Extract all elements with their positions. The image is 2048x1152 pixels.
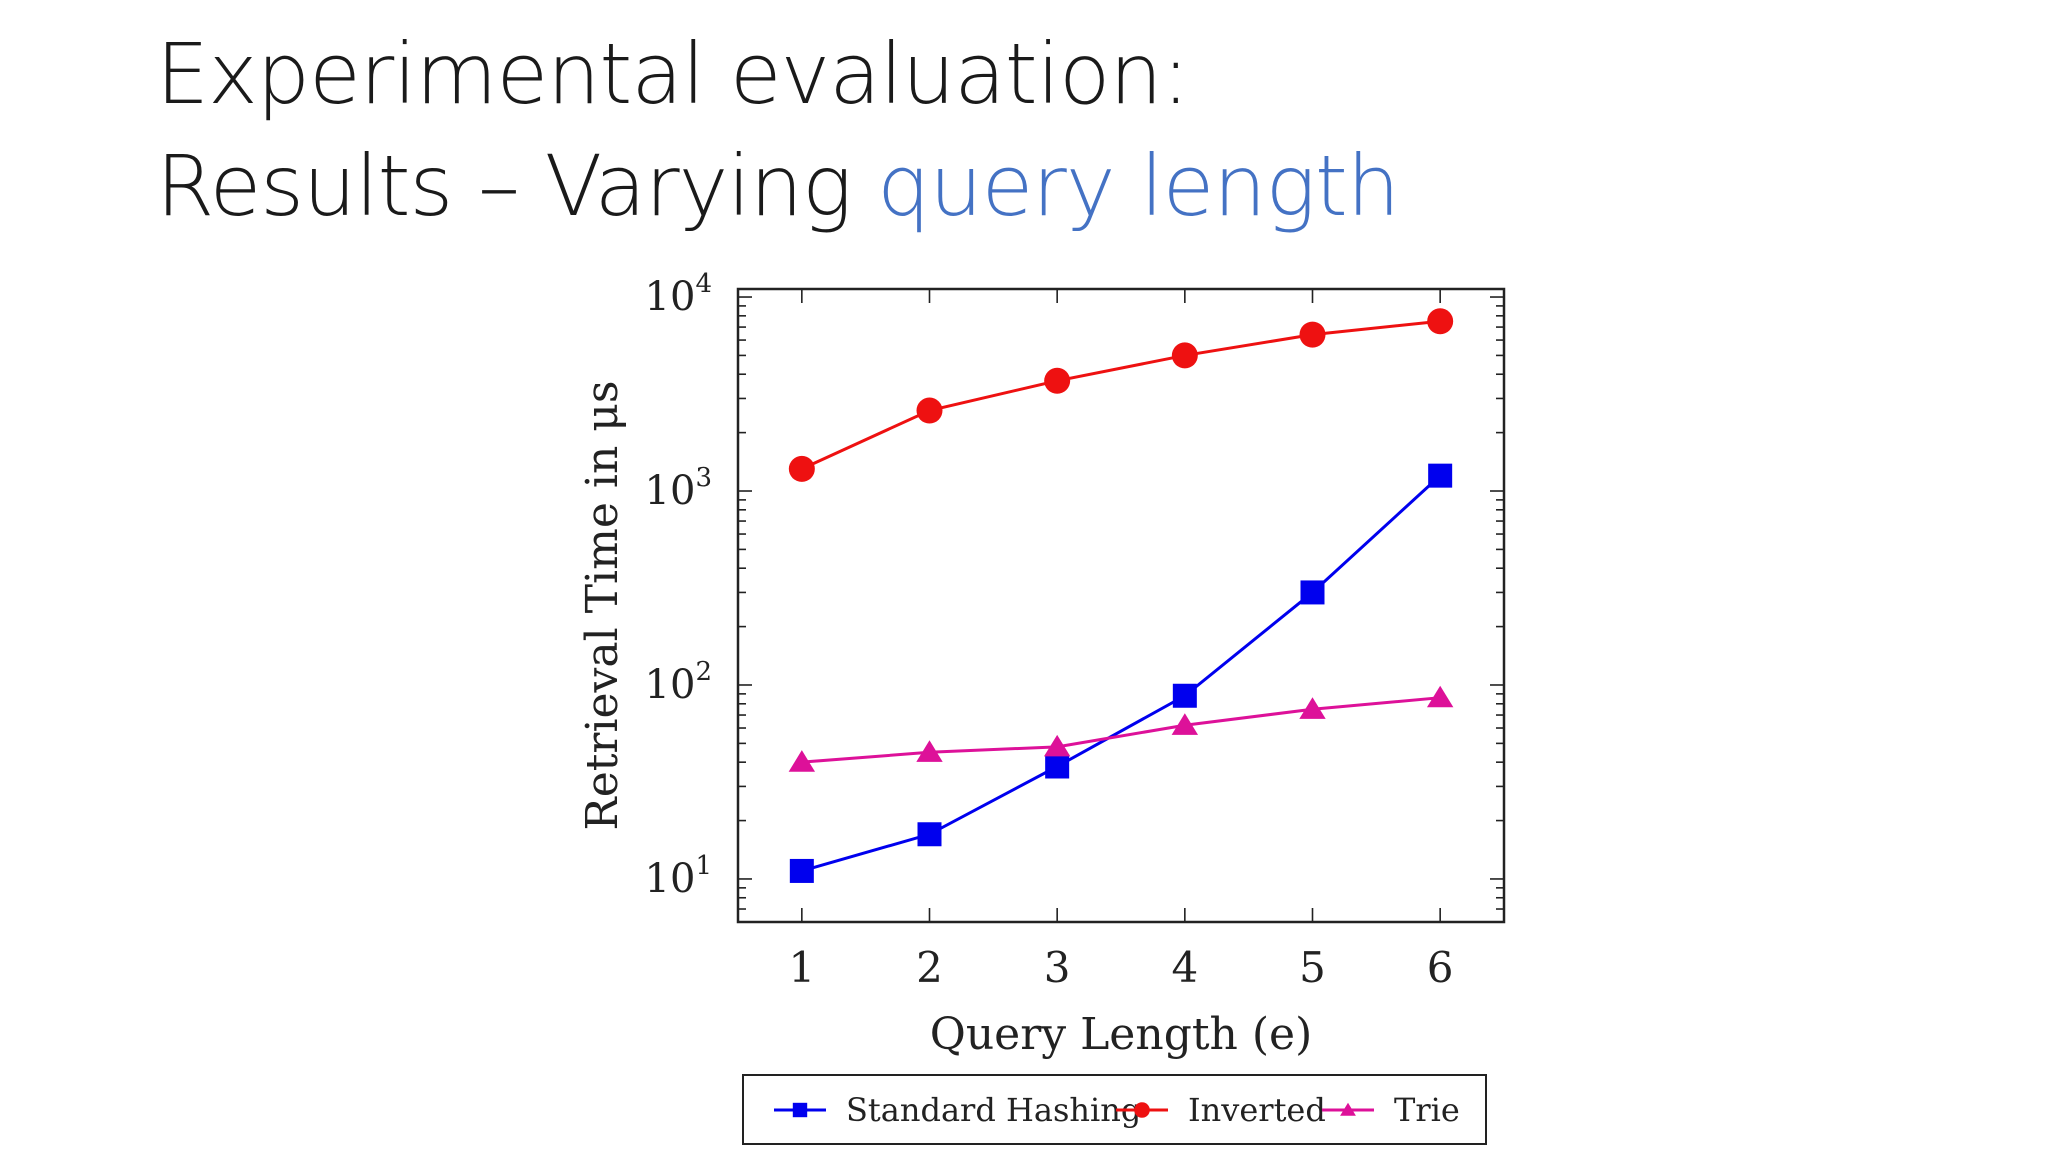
y-tick-label: 102 xyxy=(645,657,712,708)
data-point xyxy=(1171,342,1198,369)
y-tick-exponent: 2 xyxy=(695,657,712,687)
data-point xyxy=(1428,463,1453,488)
title-line-2: Results – Varying query length xyxy=(156,130,1400,242)
legend-label: Standard Hashing xyxy=(846,1091,1141,1129)
legend-item: Trie xyxy=(1322,1091,1460,1129)
title-line-1: Experimental evaluation: xyxy=(156,25,1190,123)
series-line xyxy=(801,319,1441,471)
data-point xyxy=(789,858,814,883)
x-tick-label: 6 xyxy=(1427,943,1454,992)
legend-item: Standard Hashing xyxy=(774,1091,1141,1129)
data-point xyxy=(917,822,942,847)
y-tick-label: 101 xyxy=(645,851,712,902)
y-tick-exponent: 4 xyxy=(695,269,712,299)
data-point xyxy=(1299,321,1326,348)
y-tick-base: 10 xyxy=(645,274,696,320)
title-line-2-prefix: Results – Varying xyxy=(156,137,878,235)
series-inverted xyxy=(788,308,1454,482)
title-accent: query length xyxy=(877,137,1400,235)
legend-marker xyxy=(792,1102,808,1118)
x-tick-label: 3 xyxy=(1044,943,1071,992)
x-tick-label: 5 xyxy=(1299,943,1326,992)
plot-frame xyxy=(736,287,1506,924)
legend-marker xyxy=(1134,1102,1150,1118)
y-axis-label: Retrieval Time in μs xyxy=(577,381,628,831)
data-point xyxy=(1045,754,1070,779)
legend: Standard Hashing Inverted Trie xyxy=(742,1074,1487,1145)
y-tick-exponent: 1 xyxy=(695,851,712,881)
x-tick-label: 1 xyxy=(788,943,815,992)
y-tick-label: 103 xyxy=(645,463,712,514)
slide-title: Experimental evaluation: Results – Varyi… xyxy=(156,18,1400,242)
data-point xyxy=(1426,685,1454,708)
data-point xyxy=(788,750,816,772)
data-point xyxy=(1427,308,1454,335)
data-point xyxy=(916,740,943,762)
legend-label: Inverted xyxy=(1188,1091,1326,1129)
y-tick-base: 10 xyxy=(645,856,696,902)
data-point xyxy=(788,455,815,482)
x-tick-label: 2 xyxy=(916,943,943,992)
y-tick-base: 10 xyxy=(645,662,696,708)
y-tick-exponent: 3 xyxy=(695,463,712,493)
series-trie xyxy=(788,685,1454,772)
series-line xyxy=(801,474,1442,873)
legend-label: Trie xyxy=(1394,1091,1460,1129)
x-axis-label: Query Length (e) xyxy=(930,1009,1312,1060)
data-point xyxy=(1172,683,1197,708)
legend-item: Inverted xyxy=(1116,1091,1326,1129)
x-tick-label: 4 xyxy=(1171,943,1198,992)
data-point xyxy=(1171,713,1199,735)
legend-marker xyxy=(1340,1102,1356,1116)
series-standard-hashing xyxy=(789,463,1453,883)
data-point xyxy=(1299,697,1326,719)
data-point xyxy=(1300,580,1325,605)
data-point xyxy=(1044,367,1071,394)
y-tick-base: 10 xyxy=(645,468,696,514)
data-point xyxy=(916,397,943,424)
series-line xyxy=(801,696,1441,764)
data-point xyxy=(1043,734,1071,757)
y-tick-label: 104 xyxy=(645,269,712,320)
